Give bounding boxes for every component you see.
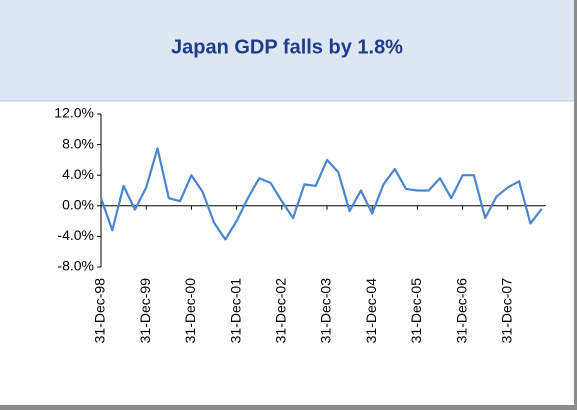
y-tick-label: -4.0% (57, 227, 94, 243)
y-tick-label: 12.0% (54, 105, 94, 121)
x-tick-label: 31-Dec-02 (273, 278, 289, 344)
right-shadow (574, 0, 577, 410)
x-tick-label: 31-Dec-06 (453, 278, 469, 344)
y-tick-label: 8.0% (62, 135, 94, 151)
x-tick-label: 31-Dec-05 (408, 278, 424, 344)
series-line (99, 147, 543, 241)
chart-title: Japan GDP falls by 1.8% (171, 36, 403, 58)
x-tick-label: 31-Dec-00 (182, 278, 198, 344)
x-tick-label: 31-Dec-07 (499, 278, 515, 344)
y-tick-label: 4.0% (62, 166, 94, 182)
header-band (0, 0, 574, 101)
x-tick-label: 31-Dec-98 (92, 278, 108, 344)
y-tick-label: 0.0% (62, 197, 94, 213)
bottom-shadow (0, 405, 577, 410)
x-tick-label: 31-Dec-04 (363, 278, 379, 344)
x-tick-label: 31-Dec-03 (318, 278, 334, 344)
x-tick-label: 31-Dec-01 (227, 278, 243, 344)
x-tick-label: 31-Dec-99 (137, 278, 153, 344)
y-tick-label: -8.0% (57, 258, 94, 274)
